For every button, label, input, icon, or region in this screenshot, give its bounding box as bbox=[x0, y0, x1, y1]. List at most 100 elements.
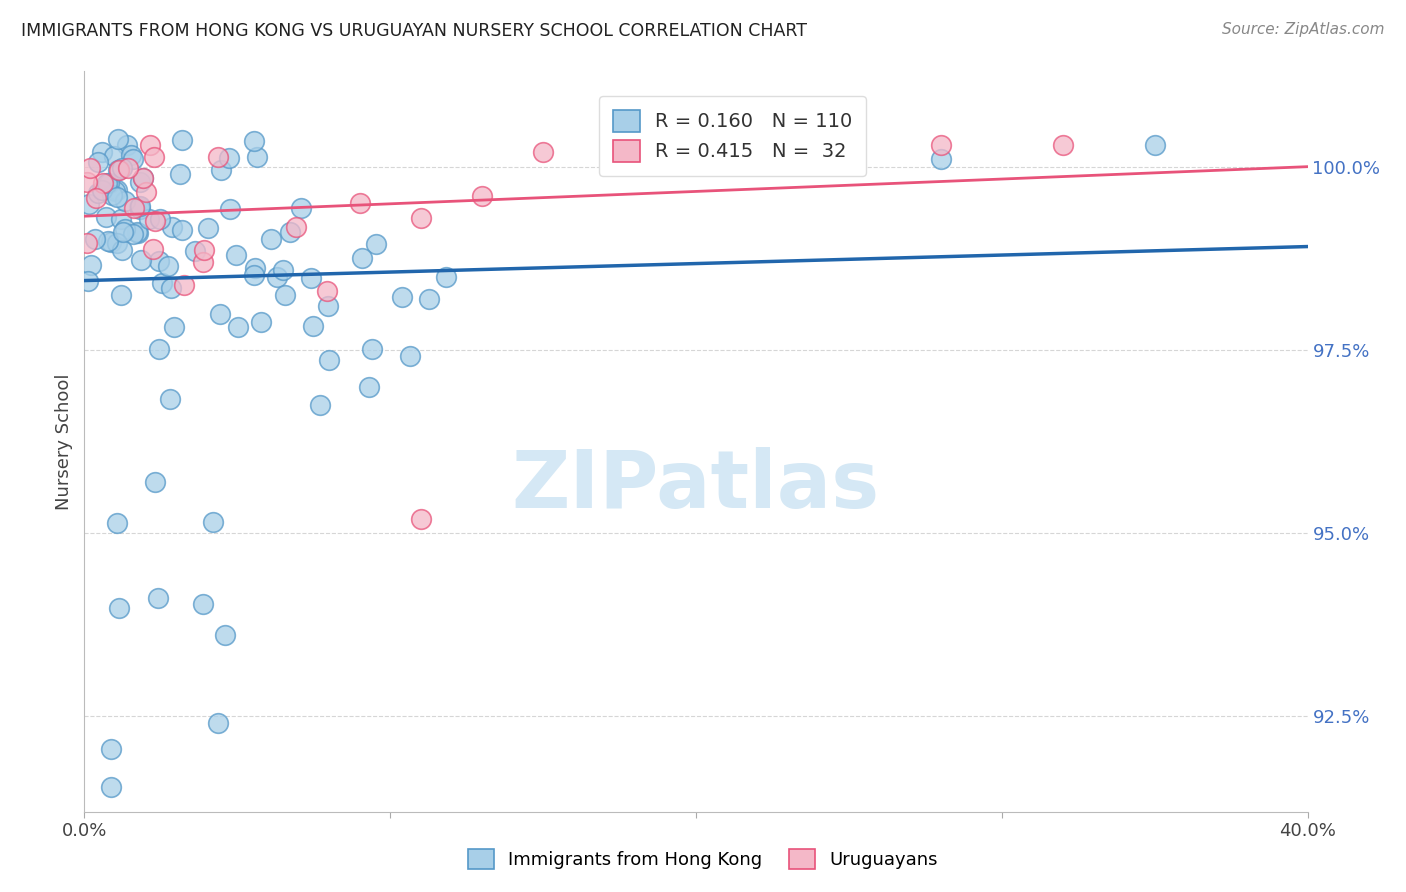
Point bbox=[87, 186, 110, 200]
Text: Source: ZipAtlas.com: Source: ZipAtlas.com bbox=[1222, 22, 1385, 37]
Point bbox=[226, 320, 249, 334]
Point bbox=[129, 252, 152, 267]
Point bbox=[929, 153, 952, 167]
Point bbox=[142, 150, 165, 164]
Point bbox=[1052, 137, 1074, 152]
Point bbox=[685, 145, 707, 159]
Point bbox=[169, 167, 191, 181]
Point bbox=[110, 211, 132, 226]
Point bbox=[98, 177, 121, 191]
Point bbox=[208, 307, 231, 321]
Point bbox=[250, 315, 273, 329]
Point bbox=[148, 343, 170, 357]
Point bbox=[80, 258, 103, 272]
Point bbox=[274, 288, 297, 302]
Point bbox=[142, 242, 165, 256]
Point bbox=[128, 175, 150, 189]
Point bbox=[76, 236, 98, 251]
Point bbox=[138, 211, 160, 226]
Point bbox=[207, 716, 229, 731]
Point bbox=[125, 226, 148, 240]
Point bbox=[115, 138, 138, 153]
Point bbox=[143, 214, 166, 228]
Point bbox=[273, 263, 295, 277]
Point bbox=[127, 226, 149, 240]
Point bbox=[225, 248, 247, 262]
Point bbox=[201, 515, 224, 529]
Point bbox=[316, 299, 339, 313]
Point bbox=[364, 237, 387, 252]
Point bbox=[302, 319, 325, 334]
Point bbox=[135, 185, 157, 199]
Point bbox=[104, 184, 127, 198]
Text: IMMIGRANTS FROM HONG KONG VS URUGUAYAN NURSERY SCHOOL CORRELATION CHART: IMMIGRANTS FROM HONG KONG VS URUGUAYAN N… bbox=[21, 22, 807, 40]
Point bbox=[193, 244, 215, 258]
Point bbox=[349, 196, 371, 211]
Point bbox=[77, 197, 100, 211]
Point bbox=[308, 398, 330, 412]
Point bbox=[197, 221, 219, 235]
Point bbox=[299, 271, 322, 285]
Point bbox=[209, 163, 232, 178]
Point bbox=[132, 171, 155, 186]
Point bbox=[418, 292, 440, 306]
Point bbox=[160, 219, 183, 234]
Point bbox=[96, 176, 118, 190]
Point bbox=[114, 194, 136, 208]
Y-axis label: Nursery School: Nursery School bbox=[55, 373, 73, 510]
Point bbox=[121, 227, 143, 242]
Point bbox=[214, 628, 236, 642]
Point bbox=[148, 253, 170, 268]
Point bbox=[266, 270, 288, 285]
Point bbox=[242, 268, 264, 282]
Point bbox=[290, 201, 312, 215]
Point bbox=[434, 269, 457, 284]
Point bbox=[284, 220, 307, 235]
Point bbox=[107, 163, 129, 178]
Point bbox=[160, 281, 183, 295]
Point bbox=[218, 202, 240, 217]
Point bbox=[110, 288, 132, 302]
Point bbox=[361, 342, 384, 356]
Point bbox=[150, 276, 173, 290]
Point bbox=[90, 145, 112, 160]
Point bbox=[191, 255, 214, 269]
Point bbox=[84, 232, 107, 246]
Point bbox=[111, 161, 134, 176]
Point bbox=[107, 132, 129, 146]
Point bbox=[128, 198, 150, 212]
Point bbox=[173, 277, 195, 292]
Point bbox=[107, 600, 129, 615]
Point bbox=[409, 511, 432, 525]
Point bbox=[471, 189, 494, 203]
Point bbox=[242, 134, 264, 148]
Point bbox=[157, 259, 180, 273]
Point bbox=[128, 200, 150, 214]
Point bbox=[391, 290, 413, 304]
Point bbox=[111, 243, 134, 257]
Point bbox=[359, 380, 381, 394]
Point bbox=[105, 516, 128, 531]
Point bbox=[84, 191, 107, 205]
Point bbox=[77, 275, 100, 289]
Point bbox=[91, 176, 114, 190]
Point bbox=[170, 223, 193, 237]
Point bbox=[207, 151, 229, 165]
Point bbox=[79, 161, 101, 175]
Legend: Immigrants from Hong Kong, Uruguayans: Immigrants from Hong Kong, Uruguayans bbox=[460, 839, 946, 879]
Point bbox=[163, 319, 186, 334]
Point bbox=[76, 175, 98, 189]
Point bbox=[149, 212, 172, 227]
Legend: R = 0.160   N = 110, R = 0.415   N =  32: R = 0.160 N = 110, R = 0.415 N = 32 bbox=[599, 95, 866, 176]
Point bbox=[184, 244, 207, 259]
Point bbox=[352, 251, 374, 265]
Point bbox=[143, 475, 166, 490]
Point bbox=[318, 353, 340, 368]
Point bbox=[100, 742, 122, 756]
Point bbox=[159, 392, 181, 406]
Point bbox=[120, 147, 142, 161]
Point bbox=[218, 151, 240, 165]
Point bbox=[260, 232, 283, 246]
Text: ZIPatlas: ZIPatlas bbox=[512, 447, 880, 525]
Point bbox=[246, 151, 269, 165]
